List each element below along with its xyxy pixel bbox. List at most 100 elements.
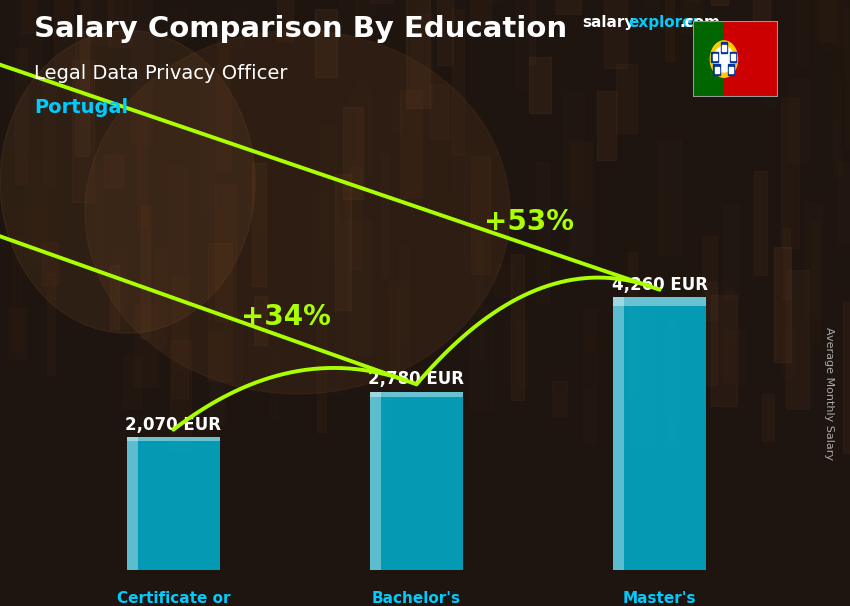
Bar [34,129,58,250]
Bar [370,392,381,570]
Bar [613,298,706,305]
Bar [350,167,361,268]
Bar [666,327,681,417]
Bar [552,381,567,416]
Bar [8,325,15,369]
Bar [248,142,266,231]
Bar [755,171,768,275]
Text: 4,260 EUR: 4,260 EUR [612,276,707,294]
Bar [833,72,841,176]
Bar [159,0,181,5]
Bar [370,392,463,398]
Bar [21,0,37,33]
Bar [788,78,810,162]
Bar [296,0,309,67]
Bar [843,302,850,453]
Bar [664,3,675,72]
Bar [107,0,122,22]
Bar [206,62,224,196]
Bar [123,356,140,407]
Bar [270,35,289,92]
Bar [78,41,97,151]
Bar [140,206,150,339]
Text: Legal Data Privacy Officer: Legal Data Privacy Officer [34,64,287,82]
Bar [762,394,774,441]
Bar [93,39,105,149]
Bar [104,155,123,187]
Bar [701,236,717,320]
Bar [530,57,551,113]
Text: Portugal: Portugal [34,98,128,117]
Bar [825,0,847,48]
Bar [451,9,464,155]
Bar [763,33,775,108]
Bar [370,0,394,4]
Bar [198,78,216,213]
Bar [110,265,119,330]
Bar [257,245,271,275]
Bar [211,218,231,347]
Bar [278,230,299,365]
Bar [207,0,226,71]
Bar [471,156,490,275]
Bar [597,92,615,160]
Bar [126,136,140,224]
Bar [647,12,656,97]
Bar [818,0,837,42]
Bar [226,310,242,391]
Bar [556,0,581,14]
Bar [252,164,266,286]
Text: explorer: explorer [628,15,700,30]
Bar [335,282,345,395]
Bar [438,288,462,338]
Bar [796,0,808,67]
Text: Average Monthly Salary: Average Monthly Salary [824,327,834,461]
Bar [570,141,592,256]
Text: Salary Comparison By Education: Salary Comparison By Education [34,15,567,43]
Bar [489,0,508,1]
Bar [315,8,337,78]
Bar [529,0,536,64]
Bar [781,98,799,248]
Circle shape [714,46,734,72]
Bar [613,298,706,570]
Bar [348,94,372,181]
Bar [715,67,718,73]
Bar [311,192,326,305]
Bar [214,184,235,321]
Bar [475,233,483,316]
Bar [442,131,450,269]
Bar [49,216,66,288]
Bar [15,47,26,184]
Bar [664,267,689,404]
Text: +53%: +53% [484,208,574,236]
Bar [441,201,462,311]
Bar [729,52,736,62]
Bar [837,0,850,8]
Bar [170,341,191,451]
Bar [526,247,547,381]
Bar [505,283,514,397]
Bar [711,52,718,62]
Bar [172,277,188,398]
Bar [257,127,269,168]
Bar [72,59,94,202]
Bar [356,81,370,161]
Bar [217,22,230,170]
Bar [776,239,791,358]
Bar [658,140,681,255]
Bar [370,392,463,570]
Ellipse shape [0,30,255,333]
Bar [43,73,55,184]
Bar [75,32,89,156]
Bar [609,208,621,250]
Bar [167,165,189,313]
Bar [711,0,728,5]
Bar [722,45,726,51]
Bar [753,0,769,36]
Bar [751,90,762,132]
Bar [318,125,337,261]
Bar [681,0,702,33]
Bar [638,262,647,297]
Bar [19,32,42,79]
